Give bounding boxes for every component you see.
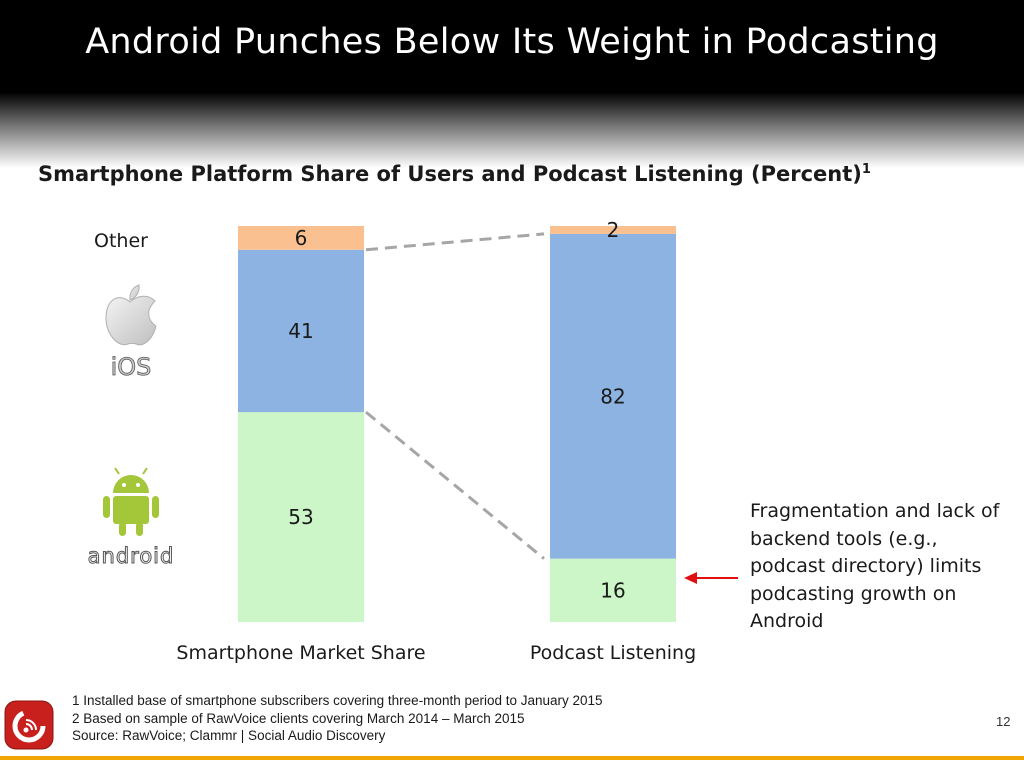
- other-platform-label: Other: [94, 230, 148, 252]
- subtitle-footnote-marker: 1: [861, 162, 871, 177]
- chart-subtitle-text: Smartphone Platform Share of Users and P…: [38, 162, 862, 186]
- data-label-ios-2: 82: [600, 384, 625, 408]
- bottom-accent-line: [0, 756, 1024, 760]
- apple-ios-icon: iOS: [105, 284, 157, 381]
- header-banner: [0, 0, 1024, 168]
- data-label-other-1: 6: [295, 226, 308, 250]
- connectors-layer: [365, 232, 545, 560]
- bars-layer: [238, 226, 676, 622]
- bar-segment-ios-2: [550, 233, 676, 559]
- footnotes: 1 Installed base of smartphone subscribe…: [72, 692, 603, 745]
- bar-segment-ios-1: [238, 249, 364, 413]
- ios-logo-text: iOS: [111, 353, 152, 381]
- footnote-1: 1 Installed base of smartphone subscribe…: [72, 693, 603, 708]
- data-label-other-2: 2: [607, 218, 620, 242]
- annotation-text: Fragmentation and lack of backend tools …: [750, 500, 1000, 632]
- slide-title: Android Punches Below Its Weight in Podc…: [85, 22, 939, 62]
- page-number: 12: [996, 714, 1011, 729]
- annotation-arrow: [684, 572, 738, 584]
- bar-segment-other-2: [550, 226, 676, 234]
- chart-subtitle: Smartphone Platform Share of Users and P…: [38, 162, 871, 186]
- data-label-ios-1: 41: [288, 319, 313, 343]
- bar-segment-android-1: [238, 412, 364, 622]
- bar-segment-other-1: [238, 226, 364, 250]
- footnote-2: 2 Based on sample of RawVoice clients co…: [72, 710, 525, 726]
- category-label-1: Smartphone Market Share: [176, 642, 425, 664]
- category-label-2: Podcast Listening: [530, 642, 696, 664]
- data-label-android-2: 16: [600, 578, 625, 602]
- android-robot-icon: [103, 467, 159, 536]
- android-logo-text: android: [88, 544, 175, 568]
- labels-layer: 53 41 6 Smartphone Market Share 16 82 2 Podcast…: [176, 218, 696, 664]
- bar-segment-android-2: [550, 558, 676, 622]
- rss-logo-icon: [4, 700, 54, 750]
- connector-line-1: [365, 410, 545, 560]
- data-label-android-1: 53: [288, 505, 313, 529]
- source-note: Source: RawVoice; Clammr | Social Audio …: [72, 728, 386, 743]
- connector-line-2: [365, 232, 545, 252]
